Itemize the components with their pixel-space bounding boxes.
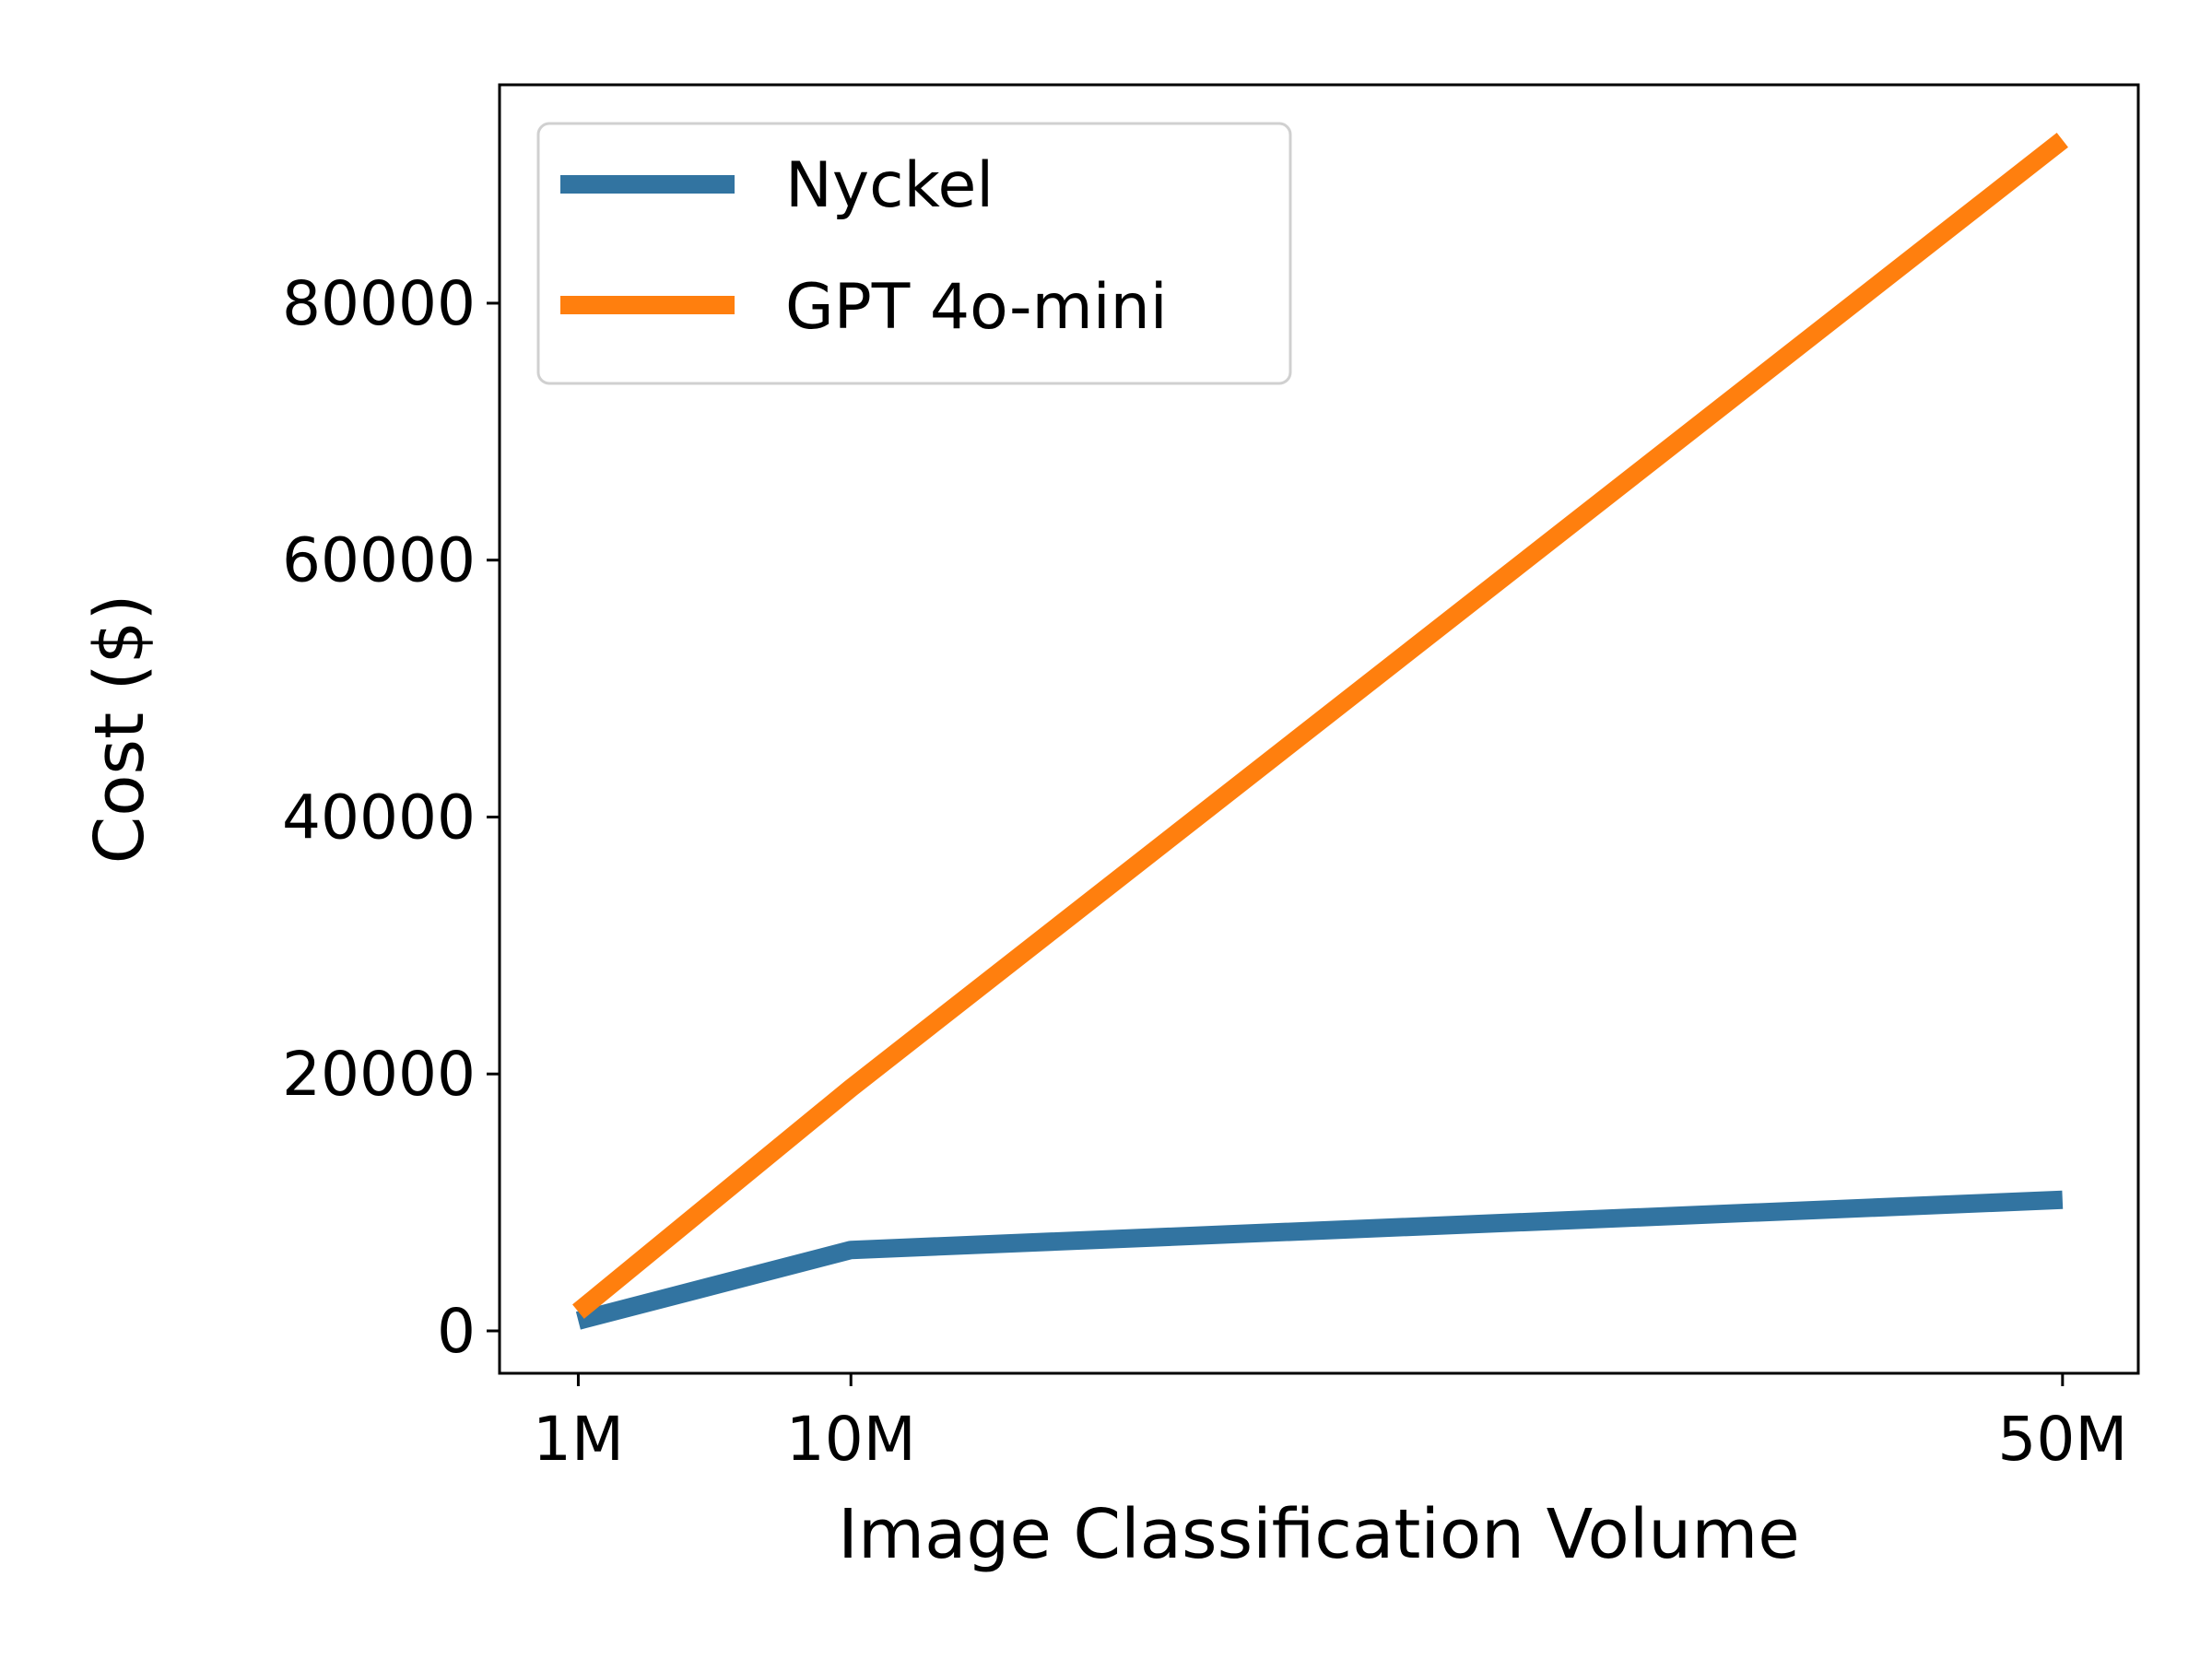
series-layer — [572, 133, 2068, 1330]
plot-frame — [498, 83, 2140, 1375]
x-axis-label: Image Classification Volume — [838, 1495, 1800, 1574]
legend: Nyckel GPT 4o-mini — [536, 122, 1292, 385]
y-axis: 0 20000 40000 60000 80000 — [282, 268, 500, 1367]
series-line-nyckel — [575, 1190, 2064, 1330]
y-tick-label: 80000 — [282, 268, 476, 339]
y-axis-label: Cost ($) — [80, 594, 159, 865]
legend-label-gpt-4o-mini: GPT 4o-mini — [785, 271, 1168, 344]
legend-label-nyckel: Nyckel — [785, 149, 994, 222]
series-line-gpt-4o-mini — [572, 133, 2068, 1319]
y-tick-label: 60000 — [282, 525, 476, 596]
y-tick-label: 40000 — [282, 782, 476, 853]
x-tick-label: 50M — [1997, 1404, 2127, 1475]
y-tick-label: 0 — [437, 1296, 476, 1367]
x-tick-label: 1M — [533, 1404, 624, 1475]
x-tick-label: 10M — [786, 1404, 916, 1475]
x-axis: 1M 10M 50M — [533, 1373, 2127, 1475]
y-tick-label: 20000 — [282, 1039, 476, 1110]
